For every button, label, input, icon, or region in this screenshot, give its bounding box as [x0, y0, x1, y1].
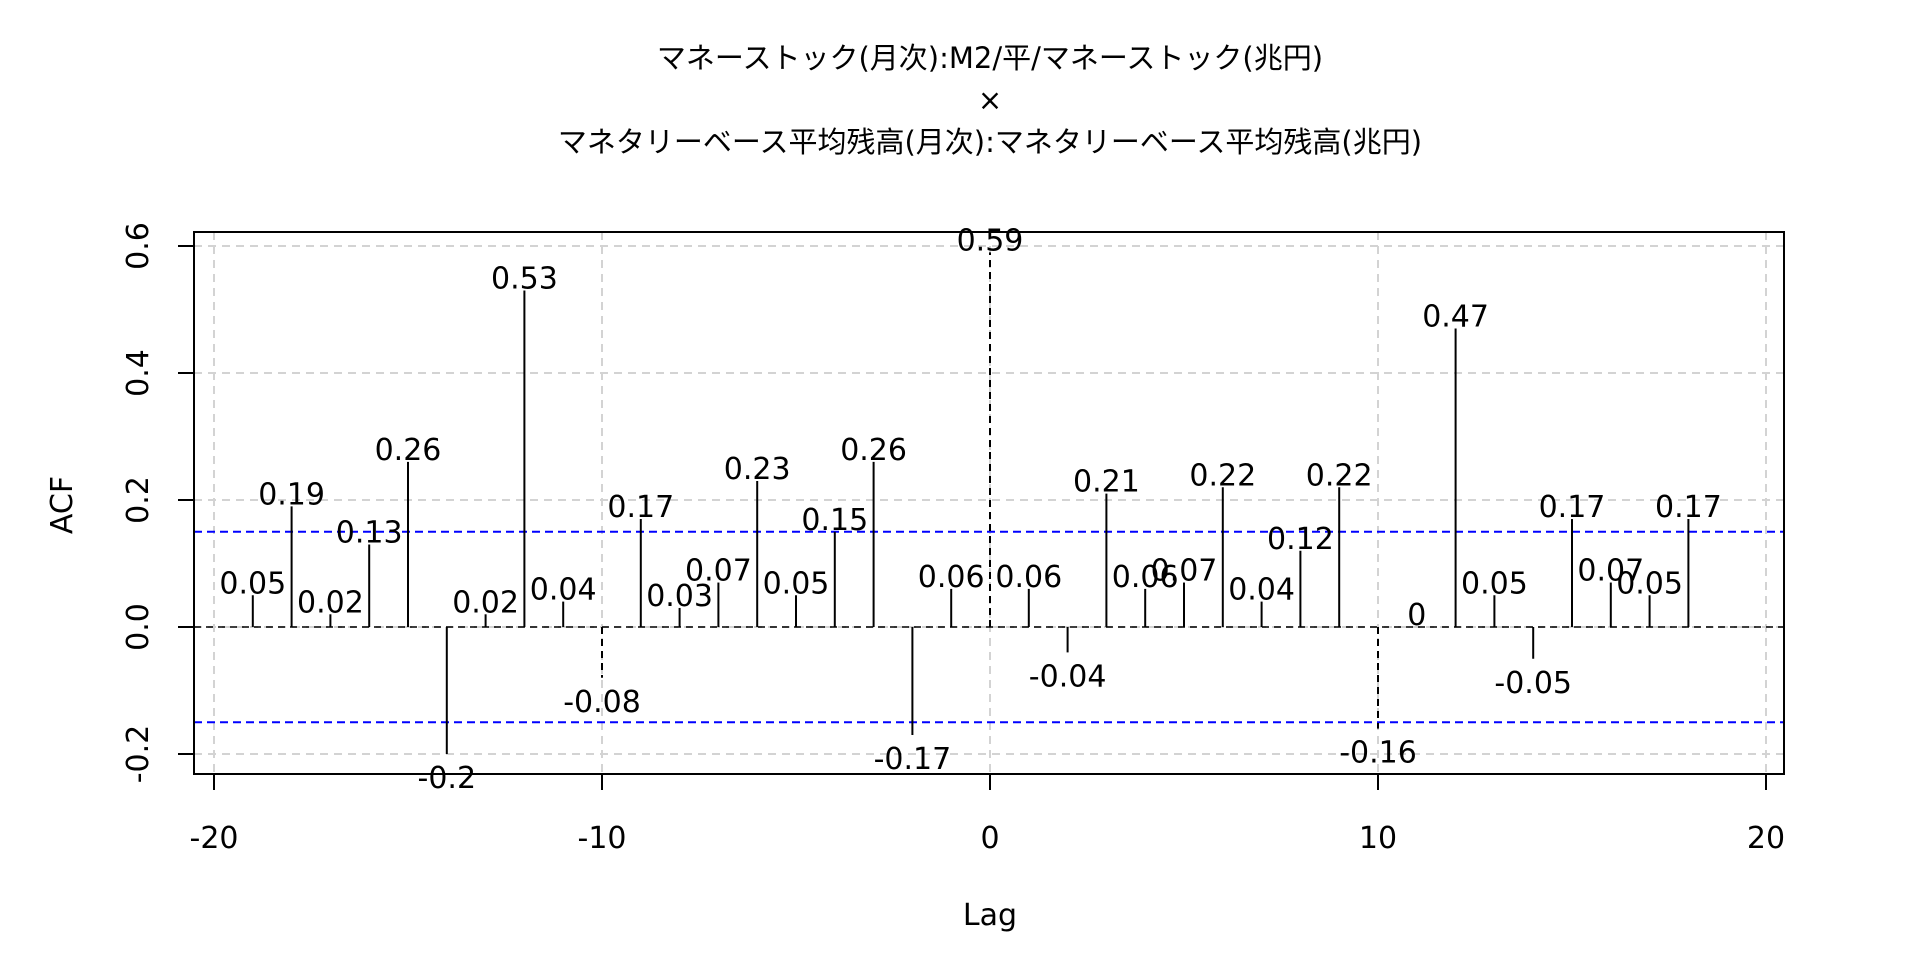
data-label-lag-8: 0.12: [1267, 522, 1334, 557]
data-label-lag-18: 0.17: [1655, 490, 1722, 525]
data-label-lag--15: 0.26: [375, 433, 442, 468]
data-label-lag--14: -0.2: [418, 761, 477, 796]
data-label-lag-11: 0: [1407, 598, 1426, 633]
data-label-lag-16: 0.07: [1577, 554, 1644, 589]
data-label-lag--19: 0.05: [219, 566, 286, 601]
data-labels: 0.05 0.19 0.02 0.13 0.26 -0.2 0.02 0.53 0.04 -0.0…: [219, 223, 1721, 796]
data-label-lag--4: 0.15: [801, 503, 868, 538]
data-label-lag--7: 0.07: [685, 554, 752, 589]
y-tick-label-2: 0.2: [121, 476, 156, 524]
data-label-lag--13: 0.02: [452, 585, 519, 620]
data-label-lag--6: 0.23: [724, 452, 791, 487]
x-tick-label-4: 20: [1747, 821, 1785, 856]
data-label-lag-6: 0.22: [1189, 458, 1256, 493]
data-label-lag-3: 0.21: [1073, 465, 1140, 500]
x-tick-label-3: 10: [1359, 821, 1397, 856]
data-label-lag--18: 0.19: [258, 477, 325, 512]
y-axis: -0.2 0.0 0.2 0.4 0.6: [121, 222, 195, 784]
data-label-lag-9: 0.22: [1306, 458, 1373, 493]
title-line-2: ×: [978, 83, 1002, 117]
chart-title: マネーストック(月次):M2/平/マネーストック(兆円) × マネタリーベース平…: [558, 41, 1422, 159]
data-label-lag-0: 0.59: [957, 223, 1024, 258]
data-label-lag--1: 0.06: [918, 560, 985, 595]
acf-bars: [251, 252, 1690, 754]
data-label-lag-7: 0.04: [1228, 573, 1295, 608]
data-label-lag--10: -0.08: [563, 685, 641, 720]
y-tick-label-4: 0.6: [121, 222, 156, 270]
data-label-lag-12: 0.47: [1422, 300, 1489, 335]
x-axis-title: Lag: [963, 898, 1017, 933]
title-line-3: マネタリーベース平均残高(月次):マネタリーベース平均残高(兆円): [558, 125, 1422, 159]
data-label-lag--3: 0.26: [840, 433, 907, 468]
data-label-lag--8: 0.03: [646, 579, 713, 614]
data-label-lag--16: 0.13: [336, 515, 403, 550]
data-label-lag--11: 0.04: [530, 573, 597, 608]
data-label-lag-1: 0.06: [995, 560, 1062, 595]
data-label-lag-10: -0.16: [1339, 736, 1417, 771]
data-label-lag--9: 0.17: [607, 490, 674, 525]
data-label-lag--5: 0.05: [763, 566, 830, 601]
y-tick-label-0: -0.2: [121, 725, 156, 784]
y-axis-title: ACF: [45, 476, 80, 534]
data-label-lag-5: 0.07: [1151, 554, 1218, 589]
data-label-lag-2: -0.04: [1029, 659, 1107, 694]
x-axis: -20 -10 0 10 20: [190, 773, 1785, 856]
data-label-lag--17: 0.02: [297, 585, 364, 620]
data-label-lag--12: 0.53: [491, 261, 558, 296]
title-line-1: マネーストック(月次):M2/平/マネーストック(兆円): [657, 41, 1323, 75]
y-tick-label-1: 0.0: [121, 603, 156, 651]
data-label-lag-13: 0.05: [1461, 566, 1528, 601]
x-tick-label-1: -10: [578, 821, 627, 856]
data-label-lag-4: 0.06: [1112, 560, 1179, 595]
data-label-lag--2: -0.17: [874, 742, 952, 777]
data-label-lag-17: 0.05: [1616, 566, 1683, 601]
data-label-lag-15: 0.17: [1539, 490, 1606, 525]
data-label-lag-14: -0.05: [1494, 666, 1572, 701]
y-tick-label-3: 0.4: [121, 349, 156, 397]
x-tick-label-2: 0: [980, 821, 999, 856]
x-tick-label-0: -20: [190, 821, 239, 856]
